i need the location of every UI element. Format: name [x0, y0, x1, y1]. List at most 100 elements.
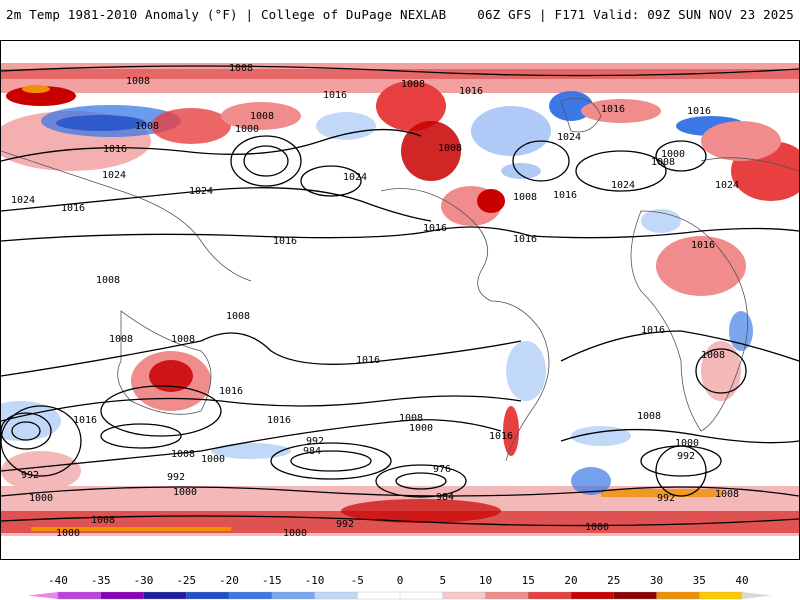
colorbar-segment	[57, 591, 102, 600]
contour-label: 1008	[226, 311, 250, 322]
contour-label: 1000	[585, 522, 609, 533]
contour-label: 1008	[715, 489, 739, 500]
contour-label: 1016	[513, 234, 537, 245]
contour-label: 1016	[423, 223, 447, 234]
colorbar-tick-label: -30	[134, 574, 154, 587]
contour-label: 1016	[641, 325, 665, 336]
contour-label: 1024	[611, 180, 635, 191]
colorbar-segment	[528, 591, 572, 600]
colorbar-segment	[314, 591, 358, 600]
colorbar-segment	[442, 591, 487, 600]
colorbar-segment	[656, 591, 700, 600]
contour-label: 1008	[513, 192, 537, 203]
contour-label: 976	[433, 464, 451, 475]
contour-label: 1008	[126, 76, 150, 87]
contour-label: 984	[436, 492, 454, 503]
anomaly-map: 1008 1008 1016 1008 1016 1008 1016 1016 …	[0, 40, 800, 560]
contour-label: 1016	[553, 190, 577, 201]
contour-label: 1016	[219, 386, 243, 397]
colorbar-segment	[485, 591, 529, 600]
contour-label: 984	[303, 446, 321, 457]
contour-label: 1008	[438, 143, 462, 154]
contour-label: 1024	[189, 186, 213, 197]
contour-label: 992	[677, 451, 695, 462]
map-title: 2m Temp 1981-2010 Anomaly (°F) | College…	[6, 7, 447, 22]
colorbar-tick-label: -25	[176, 574, 196, 587]
contour-label: 1008	[135, 121, 159, 132]
alaska-canada-warm	[376, 81, 446, 131]
colorbar-segment	[271, 591, 316, 600]
colorbar-min-arrow	[28, 592, 58, 599]
contour-label: 1016	[687, 106, 711, 117]
colorbar-segment	[228, 591, 273, 600]
colorbar-segment	[399, 591, 444, 600]
contour-label: 1000	[409, 423, 433, 434]
contour-label: 1008	[701, 350, 725, 361]
contour-label: 1000	[29, 493, 53, 504]
contour-label: 1000	[661, 149, 685, 160]
contour-label: 1000	[56, 528, 80, 539]
contour-label: 1008	[229, 63, 253, 74]
contour-label: 1008	[651, 157, 675, 168]
contour-label: 1008	[401, 79, 425, 90]
contour-label: 1000	[201, 454, 225, 465]
colorbar-segment	[100, 591, 145, 600]
colorbar-tick-label: 35	[693, 574, 706, 587]
africa-warm-region	[656, 236, 746, 296]
colorbar-segment	[357, 591, 401, 600]
colorbar-tick-label: 30	[650, 574, 663, 587]
colorbar-tick-label: 10	[479, 574, 492, 587]
contour-label: 1024	[102, 170, 126, 181]
contour-label: 1008	[171, 334, 195, 345]
contour-label: 1008	[171, 449, 195, 460]
contour-label: 992	[336, 519, 354, 530]
model-valid-time: 06Z GFS | F171 Valid: 09Z SUN NOV 23 202…	[477, 7, 794, 22]
contour-label: 1016	[691, 240, 715, 251]
colorbar-tick-label: 20	[564, 574, 577, 587]
colorbar-tick-label: -35	[91, 574, 111, 587]
colorbar-tick-label: -15	[262, 574, 282, 587]
contour-label: 992	[657, 493, 675, 504]
contour-label: 992	[167, 472, 185, 483]
header: 2m Temp 1981-2010 Anomaly (°F) | College…	[0, 0, 800, 38]
isobar-contours	[1, 65, 799, 527]
colorbar-segment	[699, 591, 743, 600]
colorbar-segment	[186, 591, 230, 600]
contour-label: 1016	[459, 86, 483, 97]
contour-label: 992	[306, 436, 324, 447]
contour-label: 1016	[61, 203, 85, 214]
contour-label: 1000	[235, 124, 259, 135]
colorbar-svg: -40 -35 -30 -25 -20 -15 -10 -5 0 5 10 15 20 25 30 35 40	[28, 574, 772, 600]
contour-label: 1000	[173, 487, 197, 498]
south-america-cool	[506, 341, 546, 401]
coastlines	[1, 97, 799, 462]
colorbar-tick-label: 40	[735, 574, 748, 587]
contour-labels: 1008 1008 1016 1008 1016 1008 1016 1016 …	[11, 63, 739, 539]
contour-label: 1016	[267, 415, 291, 426]
colorbar-tick-label: -10	[305, 574, 325, 587]
contour-label: 1008	[250, 111, 274, 122]
contour-label: 1016	[103, 144, 127, 155]
contour-label: 1008	[96, 275, 120, 286]
contour-label: 1000	[283, 528, 307, 539]
colorbar-tick-label: 15	[522, 574, 535, 587]
contour-label: 1016	[323, 90, 347, 101]
colorbar-segment	[570, 591, 615, 600]
colorbar-segment	[143, 591, 187, 600]
colorbar-tick-label: -5	[351, 574, 364, 587]
colorbar-tick-label: -20	[219, 574, 239, 587]
contour-label: 1024	[343, 172, 367, 183]
colorbar-tick-label: -40	[48, 574, 68, 587]
contour-label: 1016	[356, 355, 380, 366]
contour-label: 1016	[489, 431, 513, 442]
contour-label: 1024	[715, 180, 739, 191]
colorbar-tick-label: 5	[439, 574, 446, 587]
contour-label: 1008	[399, 413, 423, 424]
contour-label: 1008	[91, 515, 115, 526]
contour-label: 1024	[11, 195, 35, 206]
contour-label: 992	[21, 470, 39, 481]
colorbar-max-arrow	[742, 592, 772, 599]
colorbar-tick-label: 25	[607, 574, 620, 587]
contour-label: 1016	[273, 236, 297, 247]
map-canvas: 1008 1008 1016 1008 1016 1008 1016 1016 …	[1, 63, 799, 539]
